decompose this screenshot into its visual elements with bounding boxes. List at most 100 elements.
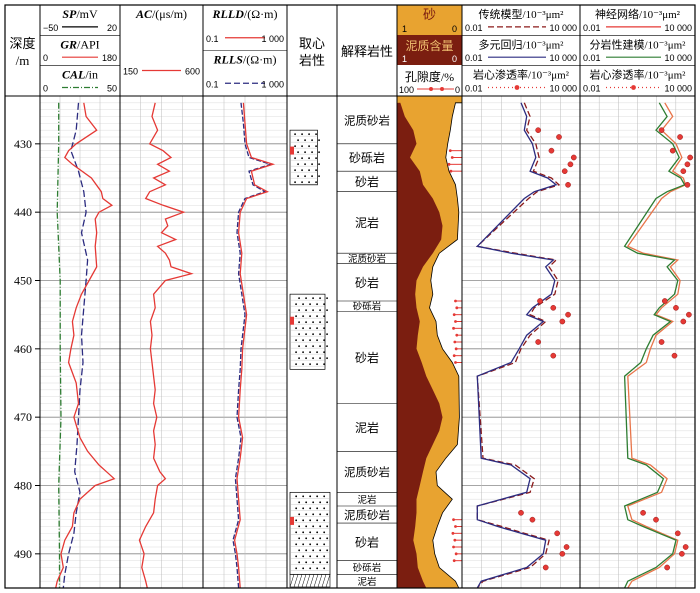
header-name: 传统模型: [479, 7, 523, 21]
core-texture-dot: [319, 345, 321, 348]
depth-tick-label: 480: [14, 479, 32, 493]
header-max: 10 000: [549, 23, 577, 33]
depth-tick-label: 440: [14, 205, 32, 219]
porosity-legend-dot: [429, 87, 433, 91]
core-sample-point: [661, 298, 668, 304]
layer-label: 泥质砂岩: [348, 253, 386, 265]
core-texture-dot: [315, 133, 317, 136]
core-texture-dot: [305, 321, 307, 324]
core-texture-dot: [312, 525, 315, 528]
core-sample-point: [565, 181, 571, 188]
core-texture-dot: [326, 537, 329, 540]
core-texture-dot: [297, 175, 299, 178]
core-texture-dot: [316, 351, 318, 354]
core-sample-point: [518, 509, 524, 516]
core-sample-point: [680, 168, 687, 175]
core-texture-dot: [302, 543, 305, 546]
header-min: 0.01: [583, 84, 601, 94]
layer-label: 砂岩: [355, 534, 379, 549]
core-porosity-point: [454, 525, 457, 528]
core-texture-dot: [309, 531, 312, 534]
core-porosity-point: [452, 559, 456, 563]
core-sample-point: [664, 564, 670, 571]
series-line-多元回归: [475, 102, 558, 588]
header-min: 0: [43, 53, 48, 63]
core-texture-dot: [323, 567, 326, 570]
core-texture-dot: [312, 513, 315, 516]
header-name: AC: [135, 7, 153, 21]
core-texture-dot: [298, 321, 300, 324]
core-texture-dot: [316, 303, 318, 306]
shale-scale-left: 1: [402, 54, 407, 64]
core-texture-dot: [302, 351, 304, 354]
core-texture-dot: [301, 157, 303, 160]
core-sample-point: [556, 134, 562, 140]
core-porosity-point: [454, 299, 457, 303]
core-texture-dot: [319, 537, 322, 540]
core-texture-dot: [316, 555, 319, 558]
header-min: 0.01: [583, 53, 601, 63]
track-curves: [55, 102, 116, 588]
core-texture-dot: [319, 501, 322, 504]
outer-border: [4, 4, 696, 589]
core-texture-dot: [302, 363, 304, 366]
core-sample-point: [680, 318, 687, 325]
shale-scale-right: 0: [452, 54, 457, 64]
core-texture-dot: [295, 543, 298, 546]
core-texture-dot: [323, 339, 325, 342]
header-max: 600: [185, 67, 200, 77]
core-texture-dot: [308, 169, 310, 172]
core-texture-dot: [298, 333, 300, 336]
header-min: 150: [123, 67, 138, 77]
header-传统模型: 传统模型/10⁻³μm² 0.01 10 000: [465, 7, 577, 33]
core-hatch: [321, 574, 327, 588]
core-texture-dot: [304, 163, 306, 166]
header-max: 10 000: [549, 84, 577, 94]
core-sample-point: [548, 147, 555, 154]
header-unit: /10⁻³μm²: [523, 9, 565, 21]
core-texture-dot: [305, 525, 308, 528]
core-texture-dot: [305, 345, 307, 348]
header-title: 传统模型/10⁻³μm²: [479, 7, 565, 21]
core-sample-point: [686, 311, 692, 318]
core-texture-dot: [302, 303, 304, 306]
header-岩心渗透率: 岩心渗透率/10⁻³μm² 0.01 10 000: [583, 68, 692, 94]
core-texture-dot: [312, 537, 315, 540]
core-track-title-2: 岩性: [299, 53, 325, 68]
core-texture-dot: [305, 537, 308, 540]
track-curves: [232, 102, 276, 588]
core-porosity-point: [450, 156, 454, 159]
core-sample-point: [559, 318, 566, 325]
core-hatch: [293, 574, 299, 588]
core-marker: [290, 316, 294, 325]
header-min: 0.01: [465, 84, 483, 94]
core-sample-point: [640, 509, 646, 516]
core-track-title: 取心: [299, 36, 325, 51]
core-texture-dot: [323, 555, 326, 558]
core-texture-dot: [318, 139, 320, 142]
core-sample-point: [565, 311, 571, 318]
core-texture-dot: [309, 339, 311, 342]
core-texture-dot: [301, 145, 303, 148]
sand-label: 砂: [423, 7, 436, 22]
track-curves: [623, 102, 693, 588]
core-texture-dot: [309, 555, 312, 558]
header-name: 分岩性建模: [590, 37, 645, 51]
track-t7: 神经网络/10⁻³μm² 0.01 10 000 分岩性建模/10⁻³μm² 0.01 1…: [580, 7, 695, 588]
core-texture-dot: [297, 163, 299, 166]
header-unit: /mV: [76, 7, 98, 21]
depth-tick-label: 490: [14, 547, 32, 561]
core-texture-dot: [295, 555, 298, 558]
core-sample-point: [677, 134, 683, 140]
sand-scale-right: 0: [452, 24, 457, 34]
core-texture-dot: [305, 513, 308, 516]
sand-legend: [397, 5, 462, 35]
core-texture-dot: [302, 507, 305, 510]
core-texture-dot: [294, 145, 296, 148]
core-texture-dot: [311, 175, 313, 178]
header-CAL: CAL/in 0 50: [43, 68, 117, 94]
header-title: 岩心渗透率/10⁻³μm²: [473, 68, 570, 82]
core-texture-dot: [308, 133, 310, 136]
series-line-AC: [138, 102, 194, 588]
core-texture-dot: [295, 507, 298, 510]
